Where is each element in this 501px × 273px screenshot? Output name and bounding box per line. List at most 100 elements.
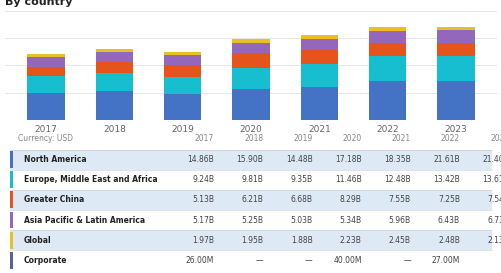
Text: 40.00M: 40.00M — [333, 256, 361, 265]
Text: 2021: 2021 — [391, 134, 410, 143]
Text: 2.48B: 2.48B — [437, 236, 459, 245]
Text: 5.17B: 5.17B — [192, 215, 214, 224]
Text: Asia Pacific & Latin America: Asia Pacific & Latin America — [24, 215, 145, 224]
Bar — [300, 50, 338, 64]
Bar — [27, 93, 65, 120]
Text: 9.81B: 9.81B — [241, 175, 263, 184]
Bar — [27, 67, 65, 76]
Text: 5.13B: 5.13B — [192, 195, 214, 204]
Text: 13.42B: 13.42B — [432, 175, 459, 184]
FancyBboxPatch shape — [10, 151, 13, 168]
Text: —: — — [255, 256, 263, 265]
Text: 27.00M: 27.00M — [431, 256, 459, 265]
Bar — [27, 76, 65, 93]
Bar — [27, 54, 65, 58]
Text: 14.86B: 14.86B — [187, 155, 214, 164]
FancyBboxPatch shape — [10, 171, 13, 188]
Bar — [300, 39, 338, 50]
Text: 6.43B: 6.43B — [437, 215, 459, 224]
Bar — [368, 27, 406, 31]
FancyBboxPatch shape — [10, 170, 491, 190]
Bar — [436, 56, 474, 81]
Text: 9.35B: 9.35B — [290, 175, 312, 184]
Text: North America: North America — [24, 155, 87, 164]
Text: 21.40B: 21.40B — [481, 155, 501, 164]
Text: 2019: 2019 — [293, 134, 312, 143]
FancyBboxPatch shape — [10, 212, 13, 229]
Bar — [95, 49, 133, 52]
Text: 2018: 2018 — [243, 134, 263, 143]
Bar — [368, 31, 406, 43]
FancyBboxPatch shape — [10, 210, 491, 230]
Text: Europe, Middle East and Africa: Europe, Middle East and Africa — [24, 175, 157, 184]
Bar — [95, 73, 133, 91]
Bar — [232, 89, 269, 120]
Bar — [368, 56, 406, 81]
Text: 2.13B: 2.13B — [486, 236, 501, 245]
Text: 14.48B: 14.48B — [285, 155, 312, 164]
Text: 2.45B: 2.45B — [388, 236, 410, 245]
Text: By country: By country — [5, 0, 72, 7]
FancyBboxPatch shape — [10, 230, 491, 250]
Text: 5.03B: 5.03B — [290, 215, 312, 224]
Bar — [163, 64, 201, 77]
Text: —: — — [304, 256, 312, 265]
Text: 7.55B: 7.55B — [388, 195, 410, 204]
Text: 26.00M: 26.00M — [185, 256, 214, 265]
Bar — [232, 39, 269, 43]
Bar — [436, 81, 474, 120]
Text: 21.61B: 21.61B — [432, 155, 459, 164]
FancyBboxPatch shape — [10, 191, 13, 208]
Text: 12.48B: 12.48B — [383, 175, 410, 184]
Text: 2022: 2022 — [440, 134, 459, 143]
Bar — [300, 87, 338, 120]
Bar — [436, 43, 474, 56]
FancyBboxPatch shape — [10, 232, 13, 248]
Bar — [163, 94, 201, 120]
Bar — [368, 43, 406, 56]
Text: 5.34B: 5.34B — [339, 215, 361, 224]
Bar — [95, 62, 133, 73]
FancyBboxPatch shape — [10, 150, 491, 170]
Text: 5.25B: 5.25B — [241, 215, 263, 224]
Text: Greater China: Greater China — [24, 195, 84, 204]
Text: 6.21B: 6.21B — [241, 195, 263, 204]
Bar — [300, 64, 338, 87]
FancyBboxPatch shape — [10, 190, 491, 210]
Text: Global: Global — [24, 236, 52, 245]
Text: 1.97B: 1.97B — [192, 236, 214, 245]
Bar — [300, 35, 338, 39]
FancyBboxPatch shape — [10, 250, 491, 270]
Text: 7.25B: 7.25B — [437, 195, 459, 204]
Text: 11.46B: 11.46B — [334, 175, 361, 184]
Bar — [232, 68, 269, 89]
Bar — [368, 81, 406, 120]
Bar — [163, 77, 201, 94]
Text: 2.23B: 2.23B — [339, 236, 361, 245]
Text: 1.88B: 1.88B — [290, 236, 312, 245]
Text: Corporate: Corporate — [24, 256, 68, 265]
Text: 17.18B: 17.18B — [334, 155, 361, 164]
Text: 7.54B: 7.54B — [486, 195, 501, 204]
Text: —: — — [402, 256, 410, 265]
Bar — [163, 55, 201, 64]
Bar — [95, 52, 133, 62]
Text: 18.35B: 18.35B — [383, 155, 410, 164]
Bar — [436, 30, 474, 43]
Text: 6.68B: 6.68B — [290, 195, 312, 204]
Text: 6.73B: 6.73B — [486, 215, 501, 224]
Bar — [163, 52, 201, 55]
Bar — [436, 26, 474, 30]
Text: 8.29B: 8.29B — [339, 195, 361, 204]
Text: 2020: 2020 — [342, 134, 361, 143]
Text: 1.95B: 1.95B — [241, 236, 263, 245]
Text: 2023: 2023 — [489, 134, 501, 143]
Bar — [95, 91, 133, 120]
FancyBboxPatch shape — [10, 252, 13, 269]
Bar — [232, 43, 269, 53]
Text: 13.61B: 13.61B — [481, 175, 501, 184]
Text: 2017: 2017 — [194, 134, 214, 143]
Text: 5.96B: 5.96B — [388, 215, 410, 224]
Bar — [232, 53, 269, 68]
Legend: North America, Europe, Middle East and Africa, Greater China, Asia Pacific & Lat: North America, Europe, Middle East and A… — [31, 153, 402, 163]
